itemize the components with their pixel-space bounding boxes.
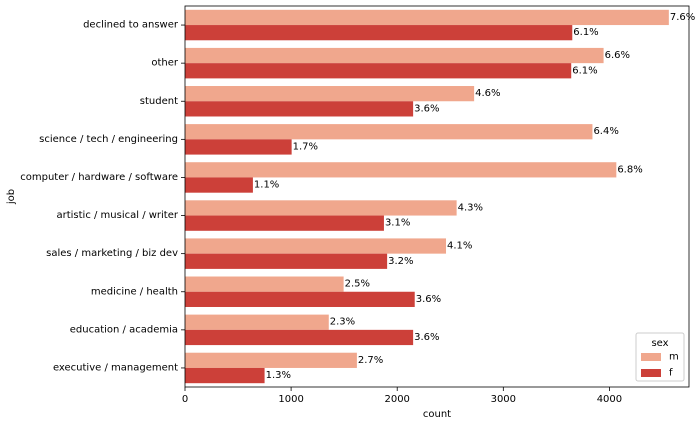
y-tick-label: student — [140, 96, 178, 107]
bar-f — [185, 177, 253, 193]
bar-m — [185, 86, 475, 102]
bar-f — [185, 253, 388, 269]
data-label-f: 1.1% — [254, 180, 279, 191]
data-labels-layer: 7.6% 6.1% 6.6% 6.1% 4.6% 3.6% 6.4% 1.7% 6.8% 1.1%… — [254, 12, 695, 381]
data-label-f: 3.6% — [414, 103, 439, 114]
y-tick-label: artistic / musical / writer — [56, 210, 178, 221]
bar-m — [185, 200, 457, 216]
bar-f — [185, 63, 572, 79]
bar-m — [185, 162, 617, 178]
x-tick-label: 4000 — [597, 394, 622, 405]
data-label-f: 3.2% — [388, 256, 413, 267]
bar-m — [185, 9, 669, 26]
bar-m — [185, 47, 604, 64]
bar-m — [185, 124, 593, 140]
legend-swatch-m — [641, 353, 661, 361]
legend-title: sex — [651, 338, 668, 349]
bar-m — [185, 352, 357, 368]
legend: sex mf — [635, 332, 685, 382]
bar-f — [185, 139, 292, 155]
data-label-m: 7.6% — [670, 12, 695, 23]
data-label-f: 1.3% — [266, 370, 291, 381]
bar-f — [185, 215, 384, 231]
x-tick-label: 3000 — [491, 394, 516, 405]
data-label-f: 1.7% — [293, 141, 318, 152]
legend-label-m: m — [669, 352, 679, 363]
bar-f — [185, 291, 415, 307]
x-axis-title: count — [423, 409, 451, 420]
bar-m — [185, 314, 329, 330]
y-tick-label: medicine / health — [91, 286, 178, 297]
legend-items: mf — [641, 352, 679, 379]
data-label-f: 6.1% — [572, 65, 597, 76]
data-label-m: 6.6% — [605, 50, 630, 61]
data-label-m: 2.5% — [345, 279, 370, 290]
legend-label-f: f — [669, 368, 673, 379]
y-tick-label: other — [151, 58, 179, 69]
x-tick-label: 0 — [182, 394, 188, 405]
bar-m — [185, 276, 344, 292]
data-label-m: 4.3% — [458, 202, 483, 213]
bar-f — [185, 367, 265, 384]
data-label-f: 3.6% — [416, 294, 441, 305]
data-label-f: 3.6% — [414, 332, 439, 343]
y-axis-title: job — [6, 189, 17, 205]
y-tick-label: declined to answer — [83, 20, 179, 31]
data-label-m: 4.1% — [447, 241, 472, 252]
data-label-f: 3.1% — [385, 218, 410, 229]
x-axis-ticks: 0 1000 2000 3000 4000 — [182, 387, 622, 405]
data-label-m: 6.8% — [617, 164, 642, 175]
data-label-m: 6.4% — [593, 126, 618, 137]
bar-f — [185, 25, 573, 41]
bar-f — [185, 329, 414, 346]
legend-swatch-f — [641, 369, 661, 377]
bar-f — [185, 101, 414, 117]
plot-frame — [184, 5, 690, 388]
y-tick-label: computer / hardware / software — [20, 172, 178, 183]
y-tick-label: executive / management — [53, 362, 178, 373]
y-axis-ticks: declined to answer other student science / … — [20, 20, 185, 373]
y-tick-label: science / tech / engineering — [39, 134, 178, 145]
data-label-m: 4.6% — [475, 88, 500, 99]
x-tick-label: 2000 — [384, 394, 409, 405]
y-tick-label: sales / marketing / biz dev — [46, 248, 178, 259]
data-label-m: 2.7% — [358, 355, 383, 366]
y-tick-label: education / academia — [70, 324, 178, 335]
bars-layer — [185, 9, 669, 384]
bar-m — [185, 238, 447, 254]
data-label-m: 2.3% — [330, 317, 355, 328]
x-tick-label: 1000 — [278, 394, 303, 405]
data-label-f: 6.1% — [573, 27, 598, 38]
